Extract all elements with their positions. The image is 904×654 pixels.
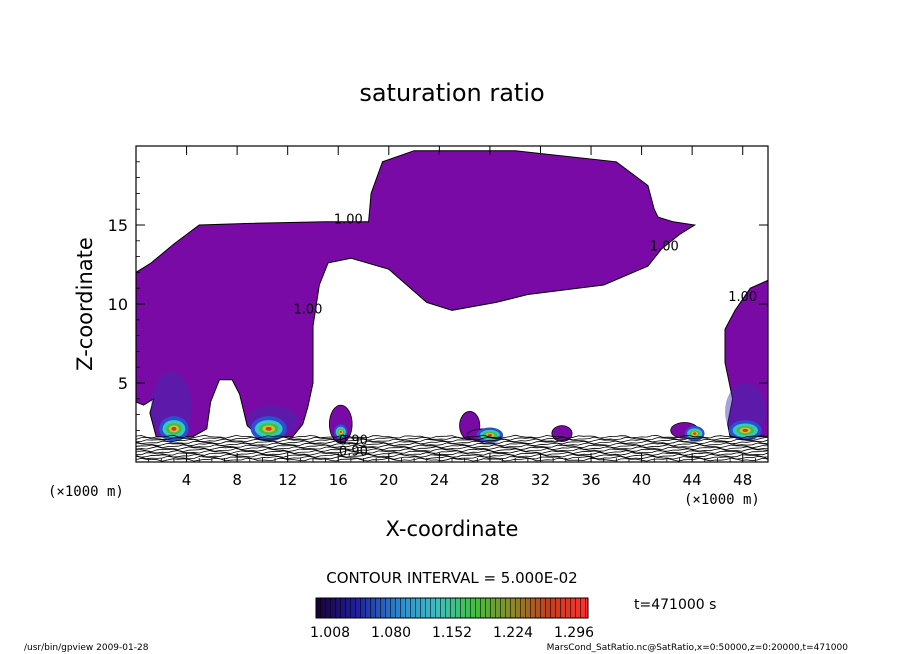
x-tick-label-4: 20 <box>379 471 398 489</box>
surface-contour-6 <box>136 446 768 451</box>
hotspots <box>159 416 762 443</box>
x-tick-label-7: 32 <box>531 471 550 489</box>
x-tick-label-1: 8 <box>232 471 242 489</box>
surface-contour-9 <box>136 440 768 445</box>
x-unit-right: (×1000 m) <box>684 492 760 508</box>
x-axis-label: X-coordinate <box>386 517 519 541</box>
x-tick-label-6: 28 <box>480 471 499 489</box>
contour-label-5: 0.90 <box>339 445 368 460</box>
contour-label-2: 1.00 <box>293 302 322 317</box>
colorbar <box>315 597 589 619</box>
y-axis: 5 10 15 <box>108 161 768 447</box>
hotspot-5 <box>728 420 762 441</box>
x-tick-label-9: 40 <box>632 471 651 489</box>
near-surface-contours <box>136 434 768 462</box>
hotspot-2 <box>334 424 348 440</box>
x-tick-label-5: 24 <box>430 471 449 489</box>
colorbar-label-4: 1.296 <box>554 625 594 641</box>
surface-contour-11 <box>136 436 768 441</box>
saturated-region <box>136 150 697 438</box>
contour-label-0: 1.00 <box>334 212 363 227</box>
cell-3 <box>551 425 573 442</box>
colorbar-label-1: 1.080 <box>371 625 411 641</box>
hotspot-1 <box>250 416 287 442</box>
contour-interval: CONTOUR INTERVAL = 5.000E-02 <box>326 569 577 587</box>
x-tick-label-3: 16 <box>329 471 348 489</box>
surface-contour-3 <box>136 451 768 456</box>
hotspot-4 <box>684 425 705 442</box>
x-tick-label-0: 4 <box>182 471 192 489</box>
y-tick-label-0: 5 <box>118 374 128 393</box>
surface-contour-2 <box>136 453 768 458</box>
chart-title: saturation ratio <box>359 79 544 107</box>
contour-label-3: 1.00 <box>728 290 757 305</box>
y-tick-label-1: 10 <box>108 295 128 314</box>
x-tick-label-11: 48 <box>733 471 752 489</box>
contour-labels: 1.00 1.00 1.00 1.00 0.900.90 <box>293 212 757 459</box>
surface-contour-7 <box>136 444 768 449</box>
surface-contour-12 <box>136 434 768 439</box>
plot-area: 1.00 1.00 1.00 1.00 0.900.90 <box>136 146 768 462</box>
x-unit-left: (×1000 m) <box>48 484 124 500</box>
x-axis: 4 8 12 16 20 24 28 32 36 40 44 48 <box>148 146 756 489</box>
colorbar-label-0: 1.008 <box>310 625 350 641</box>
hotspot-0 <box>159 416 189 442</box>
time-label: t=471000 s <box>634 597 716 613</box>
x-tick-label-10: 44 <box>683 471 702 489</box>
y-axis-label: Z-coordinate <box>73 237 97 371</box>
footer-right: MarsCond_SatRatio.nc@SatRatio,x=0:50000,… <box>547 643 849 653</box>
colorbar-labels: 1.008 1.080 1.152 1.224 1.296 <box>310 625 594 641</box>
y-tick-label-2: 15 <box>108 216 128 235</box>
contour-label-1: 1.00 <box>650 239 679 254</box>
surface-contour-10 <box>136 438 768 443</box>
contour-label-4: 0.90 <box>339 434 368 449</box>
footer-left: /usr/bin/gpview 2009-01-28 <box>24 643 149 653</box>
colorbar-label-2: 1.152 <box>432 625 472 641</box>
x-tick-label-8: 36 <box>581 471 600 489</box>
colorbar-label-3: 1.224 <box>493 625 533 641</box>
x-tick-label-2: 12 <box>278 471 297 489</box>
